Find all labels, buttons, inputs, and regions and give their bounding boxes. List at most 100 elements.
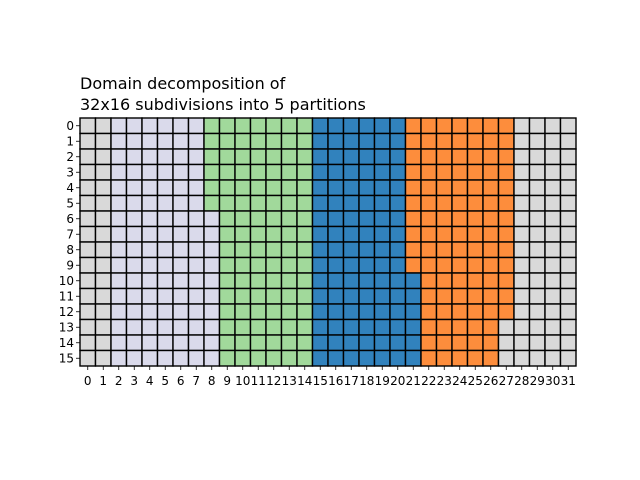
- partition-cell: [420, 318, 438, 336]
- partition-cell: [342, 148, 360, 166]
- partition-cell: [513, 256, 531, 274]
- partition-cell: [311, 318, 329, 336]
- partition-cell: [249, 148, 267, 166]
- partition-cell: [482, 334, 500, 352]
- partition-cell: [358, 163, 376, 181]
- partition-cell: [497, 256, 515, 274]
- partition-cell: [358, 256, 376, 274]
- partition-cell: [234, 117, 252, 135]
- partition-cell: [451, 349, 469, 367]
- partition-cell: [420, 334, 438, 352]
- partition-cell: [311, 303, 329, 321]
- partition-cell: [218, 210, 236, 228]
- partition-cell: [466, 256, 484, 274]
- x-tick-label: 13: [282, 374, 297, 388]
- partition-cell: [280, 148, 298, 166]
- partition-cell: [311, 241, 329, 259]
- partition-cell: [172, 318, 190, 336]
- partition-cell: [482, 272, 500, 290]
- partition-cell: [203, 148, 221, 166]
- x-tick-label: 7: [192, 374, 200, 388]
- partition-cell: [466, 179, 484, 197]
- partition-cell: [110, 210, 128, 228]
- partition-cell: [187, 225, 205, 243]
- partition-cell: [203, 334, 221, 352]
- partition-cell: [265, 225, 283, 243]
- partition-cell: [482, 349, 500, 367]
- partition-cell: [234, 132, 252, 150]
- partition-cell: [544, 287, 562, 305]
- partition-cell: [234, 334, 252, 352]
- x-tick-label: 6: [177, 374, 185, 388]
- partition-cell: [404, 241, 422, 259]
- partition-cell: [249, 241, 267, 259]
- partition-cell: [389, 241, 407, 259]
- partition-cell: [187, 194, 205, 212]
- partition-cell: [172, 194, 190, 212]
- partition-cell: [342, 256, 360, 274]
- partition-cell: [172, 256, 190, 274]
- partition-cell: [125, 256, 143, 274]
- partition-cell: [125, 148, 143, 166]
- partition-cell: [358, 303, 376, 321]
- partition-cell: [544, 210, 562, 228]
- partition-cell: [249, 132, 267, 150]
- partition-cell: [94, 163, 112, 181]
- partition-cell: [296, 148, 314, 166]
- partition-cell: [141, 163, 159, 181]
- partition-cell: [327, 194, 345, 212]
- x-tick-label: 21: [406, 374, 421, 388]
- partition-cell: [358, 318, 376, 336]
- partition-cell: [559, 117, 577, 135]
- partition-cell: [327, 303, 345, 321]
- partition-cell: [234, 272, 252, 290]
- partition-cell: [404, 225, 422, 243]
- partition-cell: [94, 148, 112, 166]
- partition-cell: [513, 148, 531, 166]
- partition-cell: [234, 163, 252, 181]
- x-tick-label: 9: [223, 374, 231, 388]
- partition-cell: [559, 303, 577, 321]
- partition-cell: [389, 179, 407, 197]
- partition-cell: [497, 117, 515, 135]
- partition-cell: [544, 225, 562, 243]
- partition-cell: [280, 303, 298, 321]
- partition-cell: [497, 179, 515, 197]
- partition-cell: [327, 272, 345, 290]
- partition-cell: [234, 349, 252, 367]
- partition-cell: [482, 132, 500, 150]
- partition-cell: [327, 225, 345, 243]
- partition-cell: [559, 256, 577, 274]
- partition-cell: [79, 210, 97, 228]
- partition-cell: [544, 303, 562, 321]
- partition-cell: [451, 318, 469, 336]
- partition-cell: [358, 148, 376, 166]
- partition-cell: [342, 349, 360, 367]
- partition-cell: [265, 303, 283, 321]
- partition-cell: [265, 334, 283, 352]
- partition-cell: [218, 148, 236, 166]
- partition-cell: [513, 318, 531, 336]
- partition-cell: [94, 256, 112, 274]
- partition-cell: [296, 132, 314, 150]
- partition-cell: [544, 334, 562, 352]
- partition-cell: [559, 163, 577, 181]
- partition-cell: [544, 179, 562, 197]
- partition-cell: [435, 318, 453, 336]
- partition-cell: [218, 194, 236, 212]
- partition-cell: [451, 132, 469, 150]
- partition-cell: [79, 318, 97, 336]
- partition-cell: [528, 241, 546, 259]
- partition-cell: [79, 303, 97, 321]
- x-tick-label: 20: [390, 374, 405, 388]
- x-tick-label: 17: [344, 374, 359, 388]
- partition-cell: [172, 132, 190, 150]
- partition-cell: [249, 303, 267, 321]
- partition-cell: [528, 117, 546, 135]
- partition-cell: [125, 210, 143, 228]
- partition-cell: [389, 318, 407, 336]
- partition-cell: [327, 318, 345, 336]
- partition-cell: [249, 179, 267, 197]
- partition-cell: [358, 349, 376, 367]
- partition-cell: [141, 241, 159, 259]
